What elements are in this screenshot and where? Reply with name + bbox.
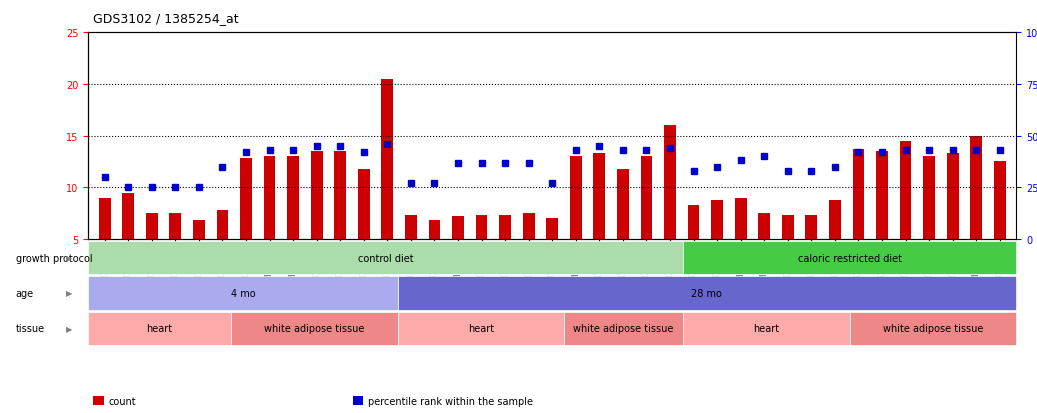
Bar — [241, 159, 252, 240]
Bar — [947, 154, 958, 240]
Bar — [263, 157, 276, 240]
Bar — [382, 79, 393, 240]
Text: GDS3102 / 1385254_at: GDS3102 / 1385254_at — [93, 12, 239, 25]
Bar — [688, 206, 699, 240]
Bar — [476, 216, 487, 240]
Text: ▶: ▶ — [66, 254, 73, 263]
Bar — [193, 221, 204, 240]
Bar — [523, 214, 534, 240]
Text: heart: heart — [468, 323, 494, 333]
Bar — [169, 214, 181, 240]
Text: white adipose tissue: white adipose tissue — [882, 323, 983, 333]
Bar — [358, 169, 369, 240]
Bar — [735, 198, 747, 240]
Bar — [758, 214, 770, 240]
Bar — [876, 152, 888, 240]
Bar — [146, 214, 158, 240]
Bar — [971, 136, 982, 240]
Text: tissue: tissue — [16, 323, 45, 333]
Text: ▶: ▶ — [66, 289, 73, 298]
Text: 28 mo: 28 mo — [692, 288, 723, 298]
Bar — [99, 198, 111, 240]
Bar — [900, 141, 912, 240]
Bar — [923, 157, 935, 240]
Bar — [570, 157, 582, 240]
Bar — [311, 152, 323, 240]
Bar — [405, 216, 417, 240]
Bar — [617, 169, 628, 240]
Text: caloric restricted diet: caloric restricted diet — [797, 253, 902, 263]
Bar — [782, 216, 793, 240]
Bar — [664, 126, 676, 240]
Text: percentile rank within the sample: percentile rank within the sample — [368, 396, 533, 406]
Bar — [711, 200, 723, 240]
Text: ▶: ▶ — [66, 324, 73, 333]
Text: white adipose tissue: white adipose tissue — [264, 323, 364, 333]
Text: 4 mo: 4 mo — [230, 288, 255, 298]
Bar — [122, 193, 134, 240]
Text: heart: heart — [753, 323, 780, 333]
Bar — [452, 217, 464, 240]
Bar — [287, 157, 299, 240]
Bar — [641, 157, 652, 240]
Bar — [993, 162, 1006, 240]
Text: age: age — [16, 288, 33, 298]
Bar — [428, 221, 441, 240]
Bar — [499, 216, 511, 240]
Bar — [806, 216, 817, 240]
Bar — [546, 219, 558, 240]
Bar — [852, 150, 864, 240]
Text: growth protocol: growth protocol — [16, 253, 92, 263]
Text: heart: heart — [146, 323, 172, 333]
Text: count: count — [109, 396, 137, 406]
Bar — [217, 211, 228, 240]
Text: control diet: control diet — [358, 253, 414, 263]
Bar — [593, 154, 606, 240]
Bar — [829, 200, 841, 240]
Text: white adipose tissue: white adipose tissue — [573, 323, 674, 333]
Bar — [334, 152, 346, 240]
